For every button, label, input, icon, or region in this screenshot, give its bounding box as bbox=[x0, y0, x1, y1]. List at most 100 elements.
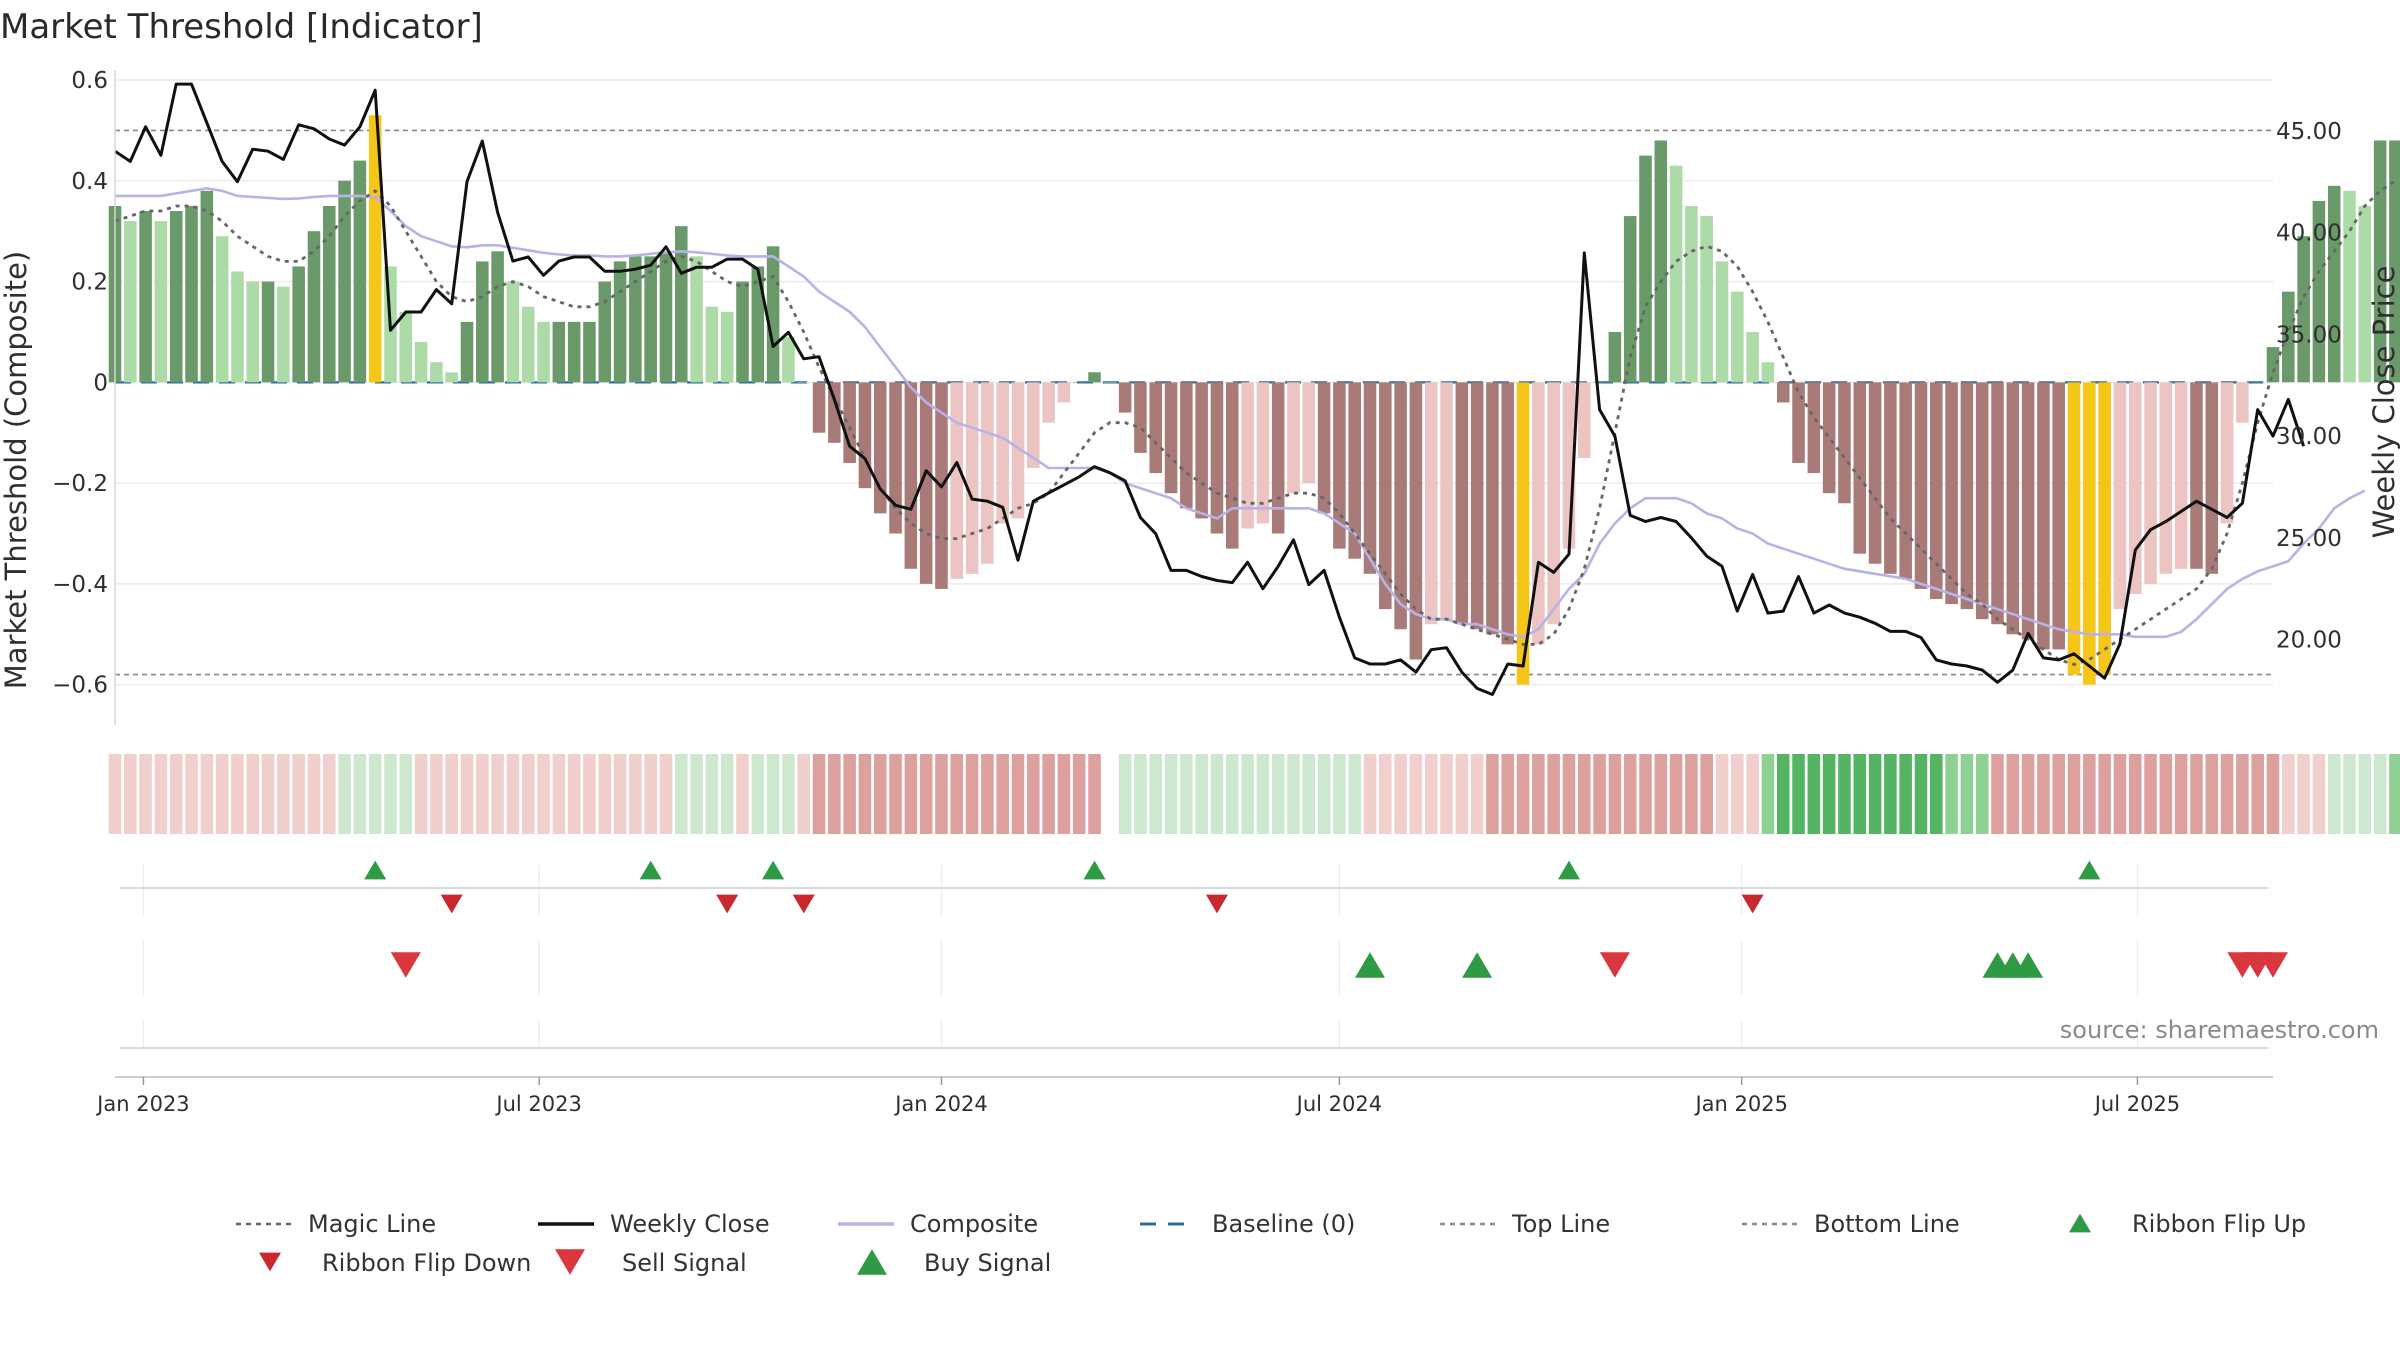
legend-item: Sell Signal bbox=[555, 1249, 747, 1277]
ribbon-flip-down-marker bbox=[440, 894, 463, 914]
buy-signal-marker bbox=[1462, 952, 1493, 978]
histogram-bar bbox=[2113, 382, 2127, 610]
histogram-bar bbox=[705, 306, 719, 383]
histogram-bar bbox=[1516, 382, 1530, 685]
ribbon-cell bbox=[261, 754, 275, 834]
histogram-bar bbox=[1256, 382, 1270, 524]
histogram-bar bbox=[1868, 382, 1882, 564]
histogram-bar bbox=[1884, 382, 1897, 574]
x-axis-ticks: Jan 2023 Jul 2023 Jan 2024 Jul 2024 Jan 2025… bbox=[95, 1077, 2180, 1116]
histogram-bar bbox=[261, 281, 275, 383]
histogram-bar bbox=[169, 211, 183, 383]
ribbon-cell bbox=[1256, 754, 1270, 834]
y-tick-label-left: 0.4 bbox=[71, 169, 108, 195]
histogram-bar bbox=[2266, 347, 2280, 383]
ribbon-cell bbox=[506, 754, 520, 834]
ribbon-cell bbox=[215, 754, 229, 834]
ribbon-cell bbox=[307, 754, 321, 834]
legend-item: Bottom Line bbox=[1742, 1210, 1960, 1238]
histogram-bar bbox=[215, 236, 229, 383]
histogram-bar bbox=[981, 382, 994, 564]
ribbon-cell bbox=[2358, 754, 2372, 834]
histogram-bar bbox=[368, 115, 382, 383]
ribbon-cell bbox=[705, 754, 719, 834]
histogram-bar bbox=[1103, 382, 1117, 383]
ribbon-cell bbox=[414, 754, 428, 834]
composite-line bbox=[115, 186, 2366, 639]
ribbon-cell bbox=[1562, 754, 1576, 834]
ribbon-cell bbox=[2052, 754, 2066, 834]
ribbon-cell bbox=[2312, 754, 2326, 834]
histogram-bar bbox=[2236, 382, 2249, 423]
ribbon-cell bbox=[1975, 754, 1989, 834]
ribbon-cell bbox=[1914, 754, 1928, 834]
ribbon-flip-up-marker bbox=[364, 860, 387, 880]
x-tick-label: Jan 2023 bbox=[95, 1092, 190, 1116]
ribbon-cell bbox=[2236, 754, 2249, 834]
y-axis-left-title: Market Threshold (Composite) bbox=[0, 251, 33, 689]
ribbon-cell bbox=[812, 754, 826, 834]
legend-label: Composite bbox=[910, 1210, 1038, 1238]
histogram-bar bbox=[2128, 382, 2142, 594]
ribbon-cell bbox=[567, 754, 581, 834]
ribbon-cell bbox=[1302, 754, 1316, 834]
histogram-bar bbox=[277, 286, 290, 383]
ribbon-cell bbox=[1440, 754, 1453, 834]
ribbon-cell bbox=[1792, 754, 1805, 834]
ribbon-cell bbox=[246, 754, 260, 834]
ribbon-cell bbox=[1180, 754, 1193, 834]
histogram-bar bbox=[751, 266, 765, 383]
ribbon-cell bbox=[598, 754, 612, 834]
histogram-bar bbox=[1914, 382, 1928, 589]
ribbon-cell bbox=[1501, 754, 1515, 834]
ribbon-cell bbox=[430, 754, 443, 834]
histogram-bar bbox=[2052, 382, 2066, 650]
histogram-bar bbox=[1991, 382, 2004, 625]
ribbon-cell bbox=[2067, 754, 2081, 834]
ribbon-cell bbox=[2098, 754, 2111, 834]
ribbon-cell bbox=[1822, 754, 1836, 834]
ribbon-cell bbox=[2113, 754, 2127, 834]
ribbon-cell bbox=[1639, 754, 1652, 834]
histogram-bar bbox=[2297, 236, 2310, 383]
legend-swatch bbox=[555, 1249, 585, 1275]
histogram-bar bbox=[1731, 291, 1744, 383]
histogram-bar bbox=[1623, 216, 1637, 383]
ribbon-cell bbox=[2006, 754, 2020, 834]
ribbon-cell bbox=[1532, 754, 1545, 834]
histogram-bar bbox=[430, 362, 443, 383]
histogram-bar bbox=[537, 321, 550, 383]
y-tick-label-right: 40.00 bbox=[2276, 221, 2342, 247]
histogram-bar bbox=[292, 266, 305, 383]
histogram-bar bbox=[2205, 382, 2219, 574]
ribbon-cell bbox=[2220, 754, 2234, 834]
histogram-bar bbox=[1379, 382, 1392, 610]
histogram-bar bbox=[1302, 382, 1316, 484]
ribbon-cell bbox=[1394, 754, 1407, 834]
histogram-bar bbox=[1424, 382, 1438, 625]
histogram-bar bbox=[2067, 382, 2081, 675]
legend-swatch bbox=[2069, 1213, 2091, 1233]
histogram-bar bbox=[2373, 140, 2387, 383]
histogram-bar bbox=[1394, 382, 1407, 630]
histogram-bar bbox=[1669, 165, 1683, 383]
histogram-bar bbox=[629, 256, 642, 383]
ribbon-cell bbox=[368, 754, 382, 834]
ribbon-cell bbox=[858, 754, 872, 834]
ribbon-cell bbox=[231, 754, 244, 834]
histogram-bar bbox=[1700, 216, 1713, 383]
signal-panels bbox=[115, 865, 2273, 1078]
ribbon-cell bbox=[1042, 754, 1055, 834]
ribbon-cell bbox=[1333, 754, 1346, 834]
x-tick-label: Jan 2025 bbox=[1693, 1092, 1788, 1116]
ribbon-cell bbox=[552, 754, 566, 834]
ribbon-cell bbox=[399, 754, 413, 834]
histogram-bar bbox=[1440, 382, 1453, 620]
ribbon-cell bbox=[1271, 754, 1285, 834]
sell-signal-marker bbox=[390, 952, 421, 978]
histogram-bar bbox=[1348, 382, 1361, 559]
ribbon-cell bbox=[2373, 754, 2387, 834]
y-tick-label-left: −0.4 bbox=[52, 572, 108, 598]
histogram-bar bbox=[1287, 382, 1300, 494]
histogram-bar bbox=[476, 261, 489, 383]
